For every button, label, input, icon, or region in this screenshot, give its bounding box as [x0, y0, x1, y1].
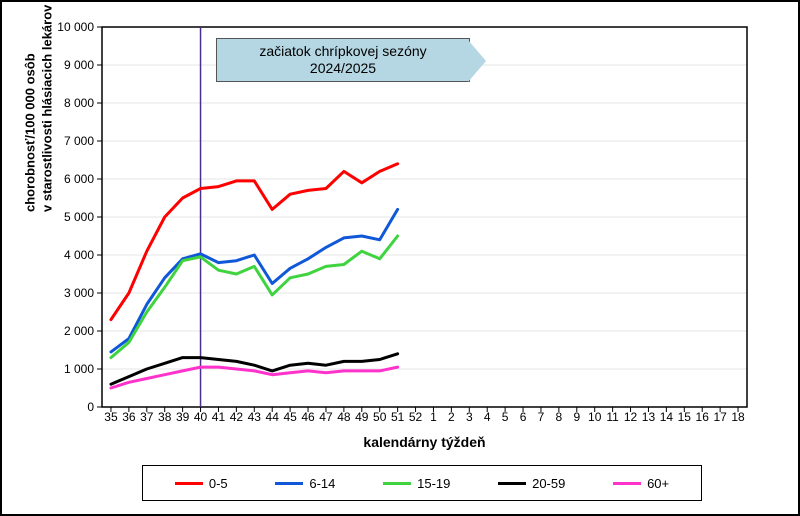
season-start-annotation: začiatok chrípkovej sezóny 2024/2025: [216, 38, 470, 82]
legend-swatch: [175, 482, 203, 485]
legend-item: 6-14: [275, 476, 335, 491]
annotation-arrow: [468, 40, 486, 82]
x-tick-label: 18: [727, 410, 749, 424]
plot-area: [102, 27, 747, 407]
legend-label: 6-14: [309, 476, 335, 491]
legend-swatch: [275, 482, 303, 485]
y-tick-label: 3 000: [44, 286, 94, 300]
legend-swatch: [498, 482, 526, 485]
legend: 0-5 6-14 15-19 20-59 60+: [142, 465, 702, 501]
y-tick-label: 0: [44, 400, 94, 414]
y-tick-label: 8 000: [44, 96, 94, 110]
y-axis-label-line1: chorobnosť/100 000 osôb: [23, 53, 38, 212]
y-tick-label: 2 000: [44, 324, 94, 338]
chart-svg: [102, 27, 747, 407]
x-axis-label: kalendárny týždeň: [102, 434, 747, 450]
y-tick-label: 6 000: [44, 172, 94, 186]
y-tick-label: 1 000: [44, 362, 94, 376]
annotation-line1: začiatok chrípkovej sezóny: [227, 43, 459, 60]
y-tick-label: 7 000: [44, 134, 94, 148]
y-tick-label: 4 000: [44, 248, 94, 262]
legend-label: 0-5: [209, 476, 228, 491]
y-tick-label: 10 000: [44, 20, 94, 34]
legend-label: 60+: [647, 476, 669, 491]
chart-container: chorobnosť/100 000 osôb v starostlivosti…: [0, 0, 800, 516]
legend-swatch: [383, 482, 411, 485]
legend-item: 60+: [613, 476, 669, 491]
legend-item: 15-19: [383, 476, 450, 491]
y-tick-label: 5 000: [44, 210, 94, 224]
y-tick-label: 9 000: [44, 58, 94, 72]
annotation-line2: 2024/2025: [227, 60, 459, 77]
legend-item: 20-59: [498, 476, 565, 491]
legend-item: 0-5: [175, 476, 228, 491]
legend-label: 20-59: [532, 476, 565, 491]
legend-label: 15-19: [417, 476, 450, 491]
legend-swatch: [613, 482, 641, 485]
